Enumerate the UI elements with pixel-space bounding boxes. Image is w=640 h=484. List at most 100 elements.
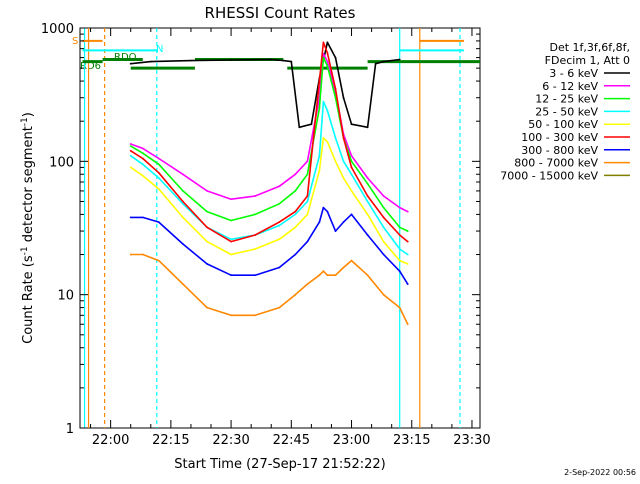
data-point-s1-7 bbox=[278, 185, 281, 188]
data-point-s5-8 bbox=[294, 210, 297, 213]
data-point-s1-3 bbox=[182, 173, 184, 176]
data-point-s7-5 bbox=[230, 314, 233, 317]
data-point-s2-11 bbox=[322, 56, 325, 59]
data-point-s4-4 bbox=[206, 240, 208, 243]
data-point-s5-13 bbox=[334, 87, 337, 90]
series-line-1 bbox=[130, 52, 409, 213]
data-point-s2-15 bbox=[350, 160, 353, 163]
data-point-s5-17 bbox=[382, 216, 385, 219]
instrument-state-overlays bbox=[82, 28, 480, 428]
data-point-s2-0 bbox=[129, 145, 132, 148]
data-point-s4-7 bbox=[278, 238, 281, 241]
data-point-s3-13 bbox=[334, 137, 337, 139]
data-point-s2-9 bbox=[306, 173, 309, 176]
data-point-s4-16 bbox=[366, 213, 369, 216]
legend-label-7: 800 - 7000 keV bbox=[514, 157, 598, 170]
data-point-s2-4 bbox=[206, 210, 208, 213]
x-tick-label-2: 22:30 bbox=[212, 433, 249, 448]
data-point-s2-13 bbox=[334, 96, 337, 99]
data-point-s2-10 bbox=[318, 107, 321, 110]
data-point-s1-0 bbox=[129, 143, 132, 145]
data-point-s5-0 bbox=[129, 149, 132, 152]
data-point-s5-11 bbox=[322, 41, 325, 44]
data-point-s7-10 bbox=[318, 274, 321, 277]
data-point-s0-14 bbox=[366, 126, 369, 129]
data-point-s5-12 bbox=[326, 52, 329, 54]
series-line-6 bbox=[130, 206, 409, 285]
data-point-s0-2 bbox=[190, 59, 192, 62]
data-point-s6-4 bbox=[206, 263, 208, 265]
data-point-s0-7 bbox=[298, 126, 301, 129]
data-point-s5-7 bbox=[278, 221, 281, 224]
y-tick-label-1: 10 bbox=[57, 289, 74, 304]
series-line-0 bbox=[130, 41, 400, 129]
data-point-s6-0 bbox=[129, 216, 132, 219]
data-point-s1-8 bbox=[294, 173, 297, 176]
data-point-s5-5 bbox=[230, 240, 233, 243]
data-point-s2-18 bbox=[398, 226, 401, 229]
data-point-s3-16 bbox=[366, 200, 369, 203]
data-point-s3-5 bbox=[230, 238, 233, 241]
data-point-s5-15 bbox=[350, 166, 353, 169]
data-point-s6-9 bbox=[306, 240, 309, 243]
data-point-s1-1 bbox=[141, 147, 144, 150]
data-point-s5-2 bbox=[157, 171, 160, 174]
legend-label-5: 100 - 300 keV bbox=[521, 131, 598, 144]
data-point-s0-10 bbox=[326, 41, 329, 44]
data-point-s6-8 bbox=[294, 253, 297, 256]
x-tick-label-4: 23:00 bbox=[333, 433, 370, 448]
y-tick-label-0: 1 bbox=[66, 422, 74, 437]
y-tick-label-2: 100 bbox=[49, 155, 74, 170]
data-point-s5-19 bbox=[406, 240, 409, 243]
data-point-s1-16 bbox=[366, 177, 369, 179]
x-tick-label-6: 23:30 bbox=[453, 433, 490, 448]
legend-header-line-1: Det 1f,3f,6f,8f, bbox=[549, 41, 630, 54]
data-point-s4-9 bbox=[306, 213, 309, 216]
data-point-s1-2 bbox=[157, 157, 160, 160]
data-point-s1-5 bbox=[230, 198, 233, 201]
annotation-rd6: RD6 bbox=[80, 61, 101, 72]
data-point-s6-12 bbox=[326, 210, 329, 213]
data-point-s5-10 bbox=[318, 80, 321, 82]
x-tick-label-0: 22:00 bbox=[92, 433, 129, 448]
data-point-s3-19 bbox=[406, 253, 409, 256]
legend-label-1: 6 - 12 keV bbox=[542, 80, 598, 93]
legend-header-line-2: FDecim 1, Att 0 bbox=[545, 54, 630, 67]
legend-label-2: 12 - 25 keV bbox=[535, 93, 598, 106]
legend-label-6: 300 - 800 keV bbox=[521, 144, 598, 157]
data-point-s5-3 bbox=[182, 200, 184, 203]
data-point-s7-4 bbox=[206, 306, 208, 309]
annotation-rdo: RDO bbox=[114, 52, 137, 63]
footer-date: 2-Sep-2022 00:56 bbox=[564, 468, 636, 477]
data-point-s2-17 bbox=[382, 206, 385, 209]
data-point-s3-15 bbox=[350, 173, 353, 176]
data-point-s7-2 bbox=[157, 259, 160, 262]
series-layer bbox=[129, 41, 409, 326]
data-point-s7-1 bbox=[141, 253, 144, 256]
data-point-s7-3 bbox=[182, 283, 184, 285]
data-point-s6-5 bbox=[230, 274, 233, 277]
data-point-s0-8 bbox=[310, 123, 313, 126]
data-point-s4-11 bbox=[322, 137, 325, 139]
data-point-s3-0 bbox=[129, 154, 132, 157]
data-point-s1-4 bbox=[206, 190, 208, 192]
data-point-s3-9 bbox=[306, 200, 309, 203]
data-point-s2-8 bbox=[294, 190, 297, 192]
annotation-n: N bbox=[156, 44, 163, 55]
data-point-s1-18 bbox=[398, 206, 401, 209]
y-tick-label-3: 1000 bbox=[41, 22, 74, 37]
data-point-s1-9 bbox=[306, 160, 309, 163]
data-point-s4-0 bbox=[129, 166, 132, 169]
data-point-s6-13 bbox=[334, 230, 337, 233]
data-point-s0-0 bbox=[129, 62, 132, 65]
data-point-s6-11 bbox=[322, 206, 325, 209]
data-point-s7-13 bbox=[334, 274, 337, 277]
data-point-s0-12 bbox=[342, 96, 345, 99]
data-point-s0-11 bbox=[334, 56, 337, 59]
data-point-s3-1 bbox=[141, 163, 144, 166]
data-point-s0-1 bbox=[149, 60, 152, 63]
data-point-s2-3 bbox=[182, 190, 184, 192]
data-point-s0-6 bbox=[290, 60, 293, 63]
data-point-s6-17 bbox=[382, 253, 385, 256]
